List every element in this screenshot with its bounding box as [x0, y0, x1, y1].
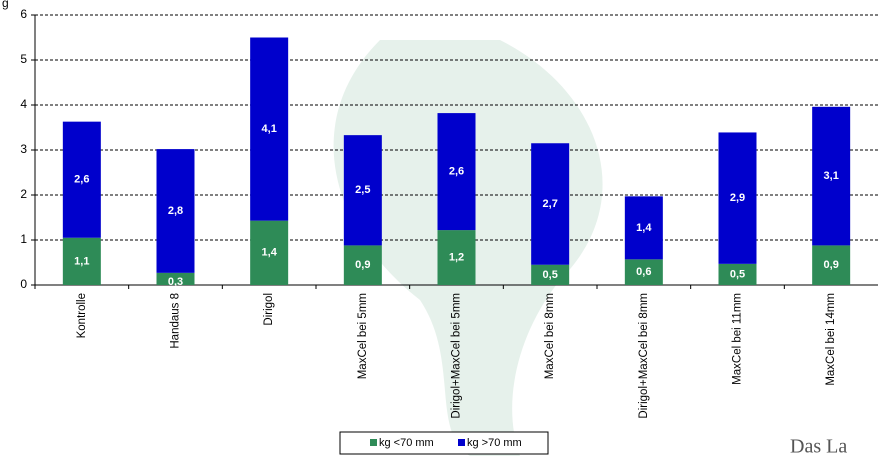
legend-label: kg >70 mm [467, 437, 522, 449]
value-label: 1,2 [449, 251, 464, 263]
value-label: 2,6 [449, 166, 464, 178]
legend-label: kg <70 mm [379, 437, 434, 449]
bar-segment [718, 132, 757, 264]
value-label: 0,9 [824, 259, 839, 271]
y-tick-label: 0 [20, 277, 27, 291]
bar-segment [250, 220, 289, 285]
y-axis-label: g [2, 0, 9, 10]
x-tick-label: Dirigol [263, 293, 275, 326]
value-label: 0,9 [355, 259, 370, 271]
x-tick-label: MaxCel bei 11mm [732, 293, 744, 385]
value-label: 4,1 [262, 123, 277, 135]
y-tick-label: 6 [20, 7, 27, 21]
value-label: 0,3 [168, 276, 183, 288]
value-label: 2,5 [355, 184, 370, 196]
y-tick-label: 4 [20, 97, 27, 111]
value-label: 1,1 [74, 255, 89, 267]
bar-segment [156, 149, 195, 273]
y-tick-label: 5 [20, 52, 27, 66]
value-label: 2,7 [543, 198, 558, 210]
y-tick-label: 3 [20, 142, 27, 156]
bar-segment [718, 263, 757, 285]
bar-segment [531, 264, 570, 285]
x-tick-label: MaxCel bei 8mm [544, 293, 556, 379]
bar-segment [437, 230, 476, 285]
value-label: 1,4 [636, 222, 652, 234]
x-tick-label: MaxCel bei 14mm [825, 293, 837, 386]
value-label: 0,6 [636, 266, 651, 278]
bar-segment [624, 259, 663, 285]
legend-box [339, 431, 549, 455]
bar-segment [343, 245, 382, 285]
x-tick-label: Handaus 8 [170, 293, 182, 349]
x-tick-label: Dirigol+MaxCel bei 5mm [451, 293, 463, 419]
bar-segment [437, 113, 476, 231]
value-label: 3,1 [824, 170, 839, 182]
y-tick-label: 1 [20, 232, 27, 246]
x-tick-label: Kontrolle [76, 293, 88, 338]
legend-swatch [370, 439, 377, 446]
x-tick-label: Dirigol+MaxCel bei 8mm [638, 293, 650, 419]
value-label: 2,9 [730, 192, 745, 204]
value-label: 2,8 [168, 205, 183, 217]
y-tick-label: 2 [20, 187, 27, 201]
value-label: 0,5 [730, 268, 745, 280]
bar-segment [624, 196, 663, 260]
bar-segment [531, 143, 570, 265]
bar-segment [62, 121, 101, 238]
x-tick-label: MaxCel bei 5mm [357, 293, 369, 379]
logo-text: Das La [790, 436, 847, 456]
bar-segment [156, 272, 195, 285]
bar-segment [812, 245, 851, 285]
value-label: 0,5 [543, 269, 558, 281]
bar-segment [250, 37, 289, 221]
legend-swatch [458, 439, 465, 446]
value-label: 2,6 [74, 174, 89, 186]
bar-segment [62, 237, 101, 285]
value-label: 1,4 [262, 247, 278, 259]
bar-segment [343, 135, 382, 246]
bar-segment [812, 106, 851, 246]
